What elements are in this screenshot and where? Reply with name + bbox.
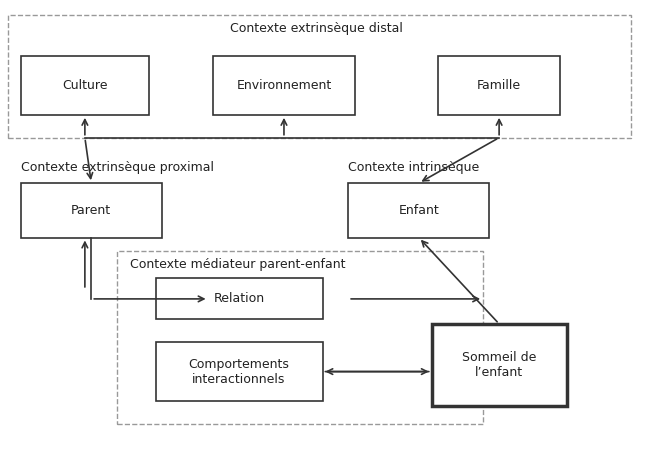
Text: Famille: Famille (477, 79, 521, 92)
Text: Sommeil de
l’enfant: Sommeil de l’enfant (462, 351, 536, 379)
Text: Contexte extrinsèque proximal: Contexte extrinsèque proximal (21, 161, 213, 174)
Bar (432, 324, 566, 406)
Bar (155, 342, 322, 401)
Text: Environnement: Environnement (236, 79, 332, 92)
Bar (213, 56, 355, 115)
Text: Parent: Parent (71, 204, 112, 217)
Bar (348, 183, 490, 238)
Text: Contexte extrinsèque distal: Contexte extrinsèque distal (230, 22, 402, 35)
Bar (117, 251, 483, 424)
Bar (21, 56, 149, 115)
Text: Contexte intrinsèque: Contexte intrinsèque (348, 161, 479, 174)
Bar (438, 56, 560, 115)
Bar (21, 183, 162, 238)
Text: Relation: Relation (213, 292, 264, 305)
Text: Comportements
interactionnels: Comportements interactionnels (188, 357, 290, 386)
Text: Contexte médiateur parent-enfant: Contexte médiateur parent-enfant (130, 258, 345, 271)
Text: Enfant: Enfant (399, 204, 439, 217)
Bar (8, 15, 631, 138)
Bar (155, 278, 322, 319)
Text: Culture: Culture (62, 79, 108, 92)
